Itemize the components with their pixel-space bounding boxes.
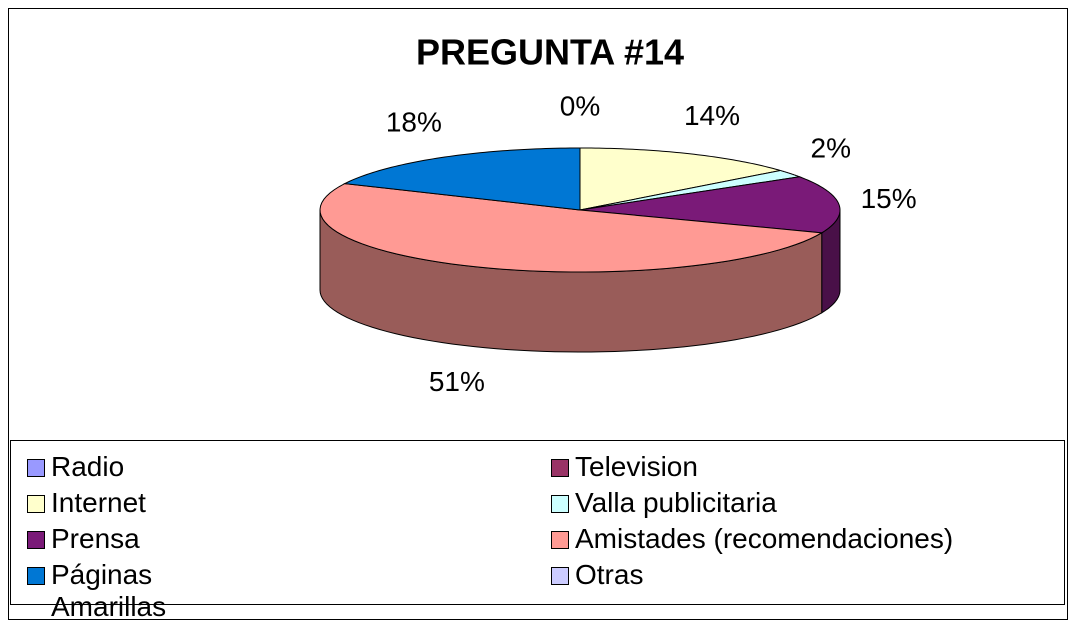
legend-item: Internet [27, 487, 191, 519]
legend-item: Radio [27, 451, 191, 483]
slice [579, 147, 781, 211]
legend-swatch [27, 459, 45, 477]
slice [342, 147, 581, 211]
data-label: 51% [429, 366, 485, 397]
legend-label: Television [575, 451, 698, 482]
slice [319, 183, 824, 273]
legend-item: Prensa [27, 523, 191, 555]
legend-label: Internet [51, 487, 146, 518]
data-label: 2% [811, 132, 851, 163]
legend-swatch [551, 459, 569, 477]
legend-label: Prensa [51, 523, 140, 554]
legend-swatch [27, 531, 45, 549]
data-label: 0% [560, 90, 600, 121]
legend-swatch [551, 531, 569, 549]
data-label: 14% [684, 100, 740, 131]
legend-label: Radio [51, 451, 125, 482]
slice [579, 169, 802, 211]
legend-label: Valla publicitaria [575, 487, 777, 518]
legend-swatch [551, 567, 569, 585]
data-label: 15% [861, 183, 917, 214]
legend-swatch [27, 495, 45, 513]
legend-item: Otras [551, 559, 643, 591]
legend-swatch [551, 495, 569, 513]
legend-item: Television [551, 451, 698, 483]
chart-frame [8, 8, 1068, 620]
chart-title: PREGUNTA #14 [416, 32, 684, 73]
slice [579, 176, 841, 234]
legend-label: Otras [575, 559, 644, 590]
data-label: 18% [386, 106, 442, 137]
legend-label: Páginas Amarillas [51, 559, 167, 622]
legend-swatch [27, 567, 45, 585]
legend-label: Amistades (recomendaciones) [575, 523, 954, 554]
legend: Radio Television Internet Valla publicitari… [10, 440, 1065, 622]
legend-item: Amistades (recomendaciones) [551, 523, 953, 555]
legend-item: Páginas Amarillas [27, 559, 191, 623]
legend-item: Valla publicitaria [551, 487, 777, 519]
